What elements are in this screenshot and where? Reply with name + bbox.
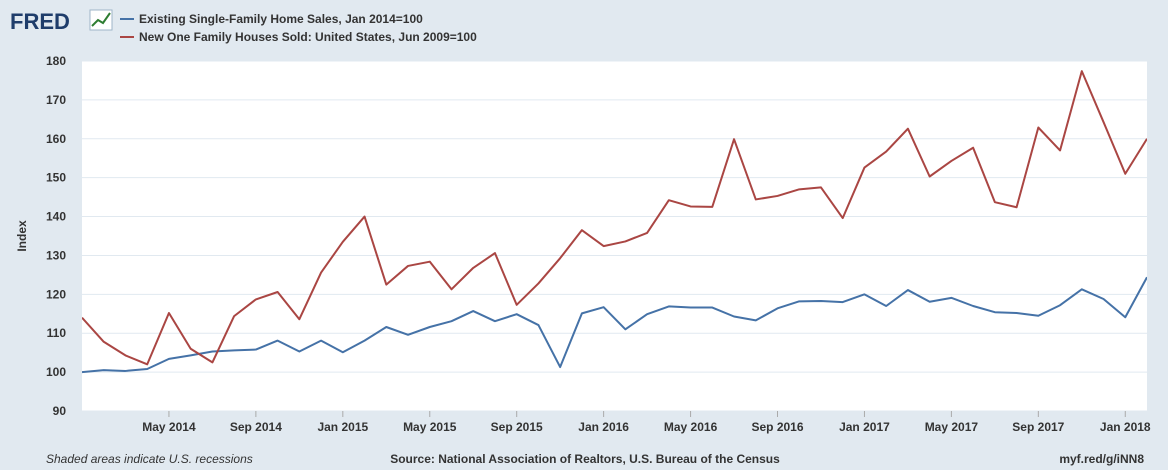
recession-note: Shaded areas indicate U.S. recessions [46, 452, 253, 466]
logo-text: FRED [10, 9, 70, 34]
fred-logo[interactable]: FRED [10, 9, 113, 34]
legend-label-existing: Existing Single-Family Home Sales, Jan 2… [139, 12, 423, 26]
x-tick-label: Jan 2016 [578, 420, 629, 434]
x-tick-label: Jan 2018 [1100, 420, 1151, 434]
plot-area [82, 61, 1147, 411]
x-axis: May 2014 Sep 2014 Jan 2015 May 2015 Sep 2015… [142, 411, 1151, 434]
x-tick-label: May 2015 [403, 420, 457, 434]
series-line-existing[interactable] [82, 276, 1147, 374]
y-tick-label: 160 [46, 132, 66, 146]
x-tick-label: May 2016 [664, 420, 718, 434]
y-tick-label: 140 [46, 210, 66, 224]
legend: Existing Single-Family Home Sales, Jan 2… [120, 12, 477, 44]
y-tick-label: 150 [46, 171, 66, 185]
short-link[interactable]: myf.red/g/iNN8 [1059, 452, 1144, 466]
x-tick-label: Jan 2017 [839, 420, 890, 434]
y-tick-label: 180 [46, 54, 66, 68]
y-tick-label: 170 [46, 93, 66, 107]
series-lines [82, 70, 1147, 374]
y-tick-label: 110 [47, 326, 67, 340]
x-tick-label: May 2014 [142, 420, 196, 434]
y-tick-label: 100 [46, 365, 66, 379]
grid [82, 60, 1147, 412]
x-tick-label: Sep 2015 [491, 420, 543, 434]
y-tick-label: 130 [46, 248, 66, 262]
y-tick-label: 90 [53, 404, 67, 418]
y-tick-label: 120 [46, 287, 66, 301]
series-line-new[interactable] [82, 70, 1147, 366]
line-chart-icon [89, 9, 113, 31]
y-axis: 90 100 110 120 130 140 150 160 170 180 [46, 54, 66, 418]
source-text: Source: National Association of Realtors… [390, 452, 780, 466]
y-axis-label: Index [15, 220, 29, 252]
x-tick-label: Sep 2017 [1012, 420, 1064, 434]
x-tick-label: Jan 2015 [317, 420, 368, 434]
x-tick-label: Sep 2016 [751, 420, 803, 434]
x-tick-label: Sep 2014 [230, 420, 282, 434]
legend-label-new: New One Family Houses Sold: United State… [139, 30, 477, 44]
x-tick-label: May 2017 [925, 420, 979, 434]
